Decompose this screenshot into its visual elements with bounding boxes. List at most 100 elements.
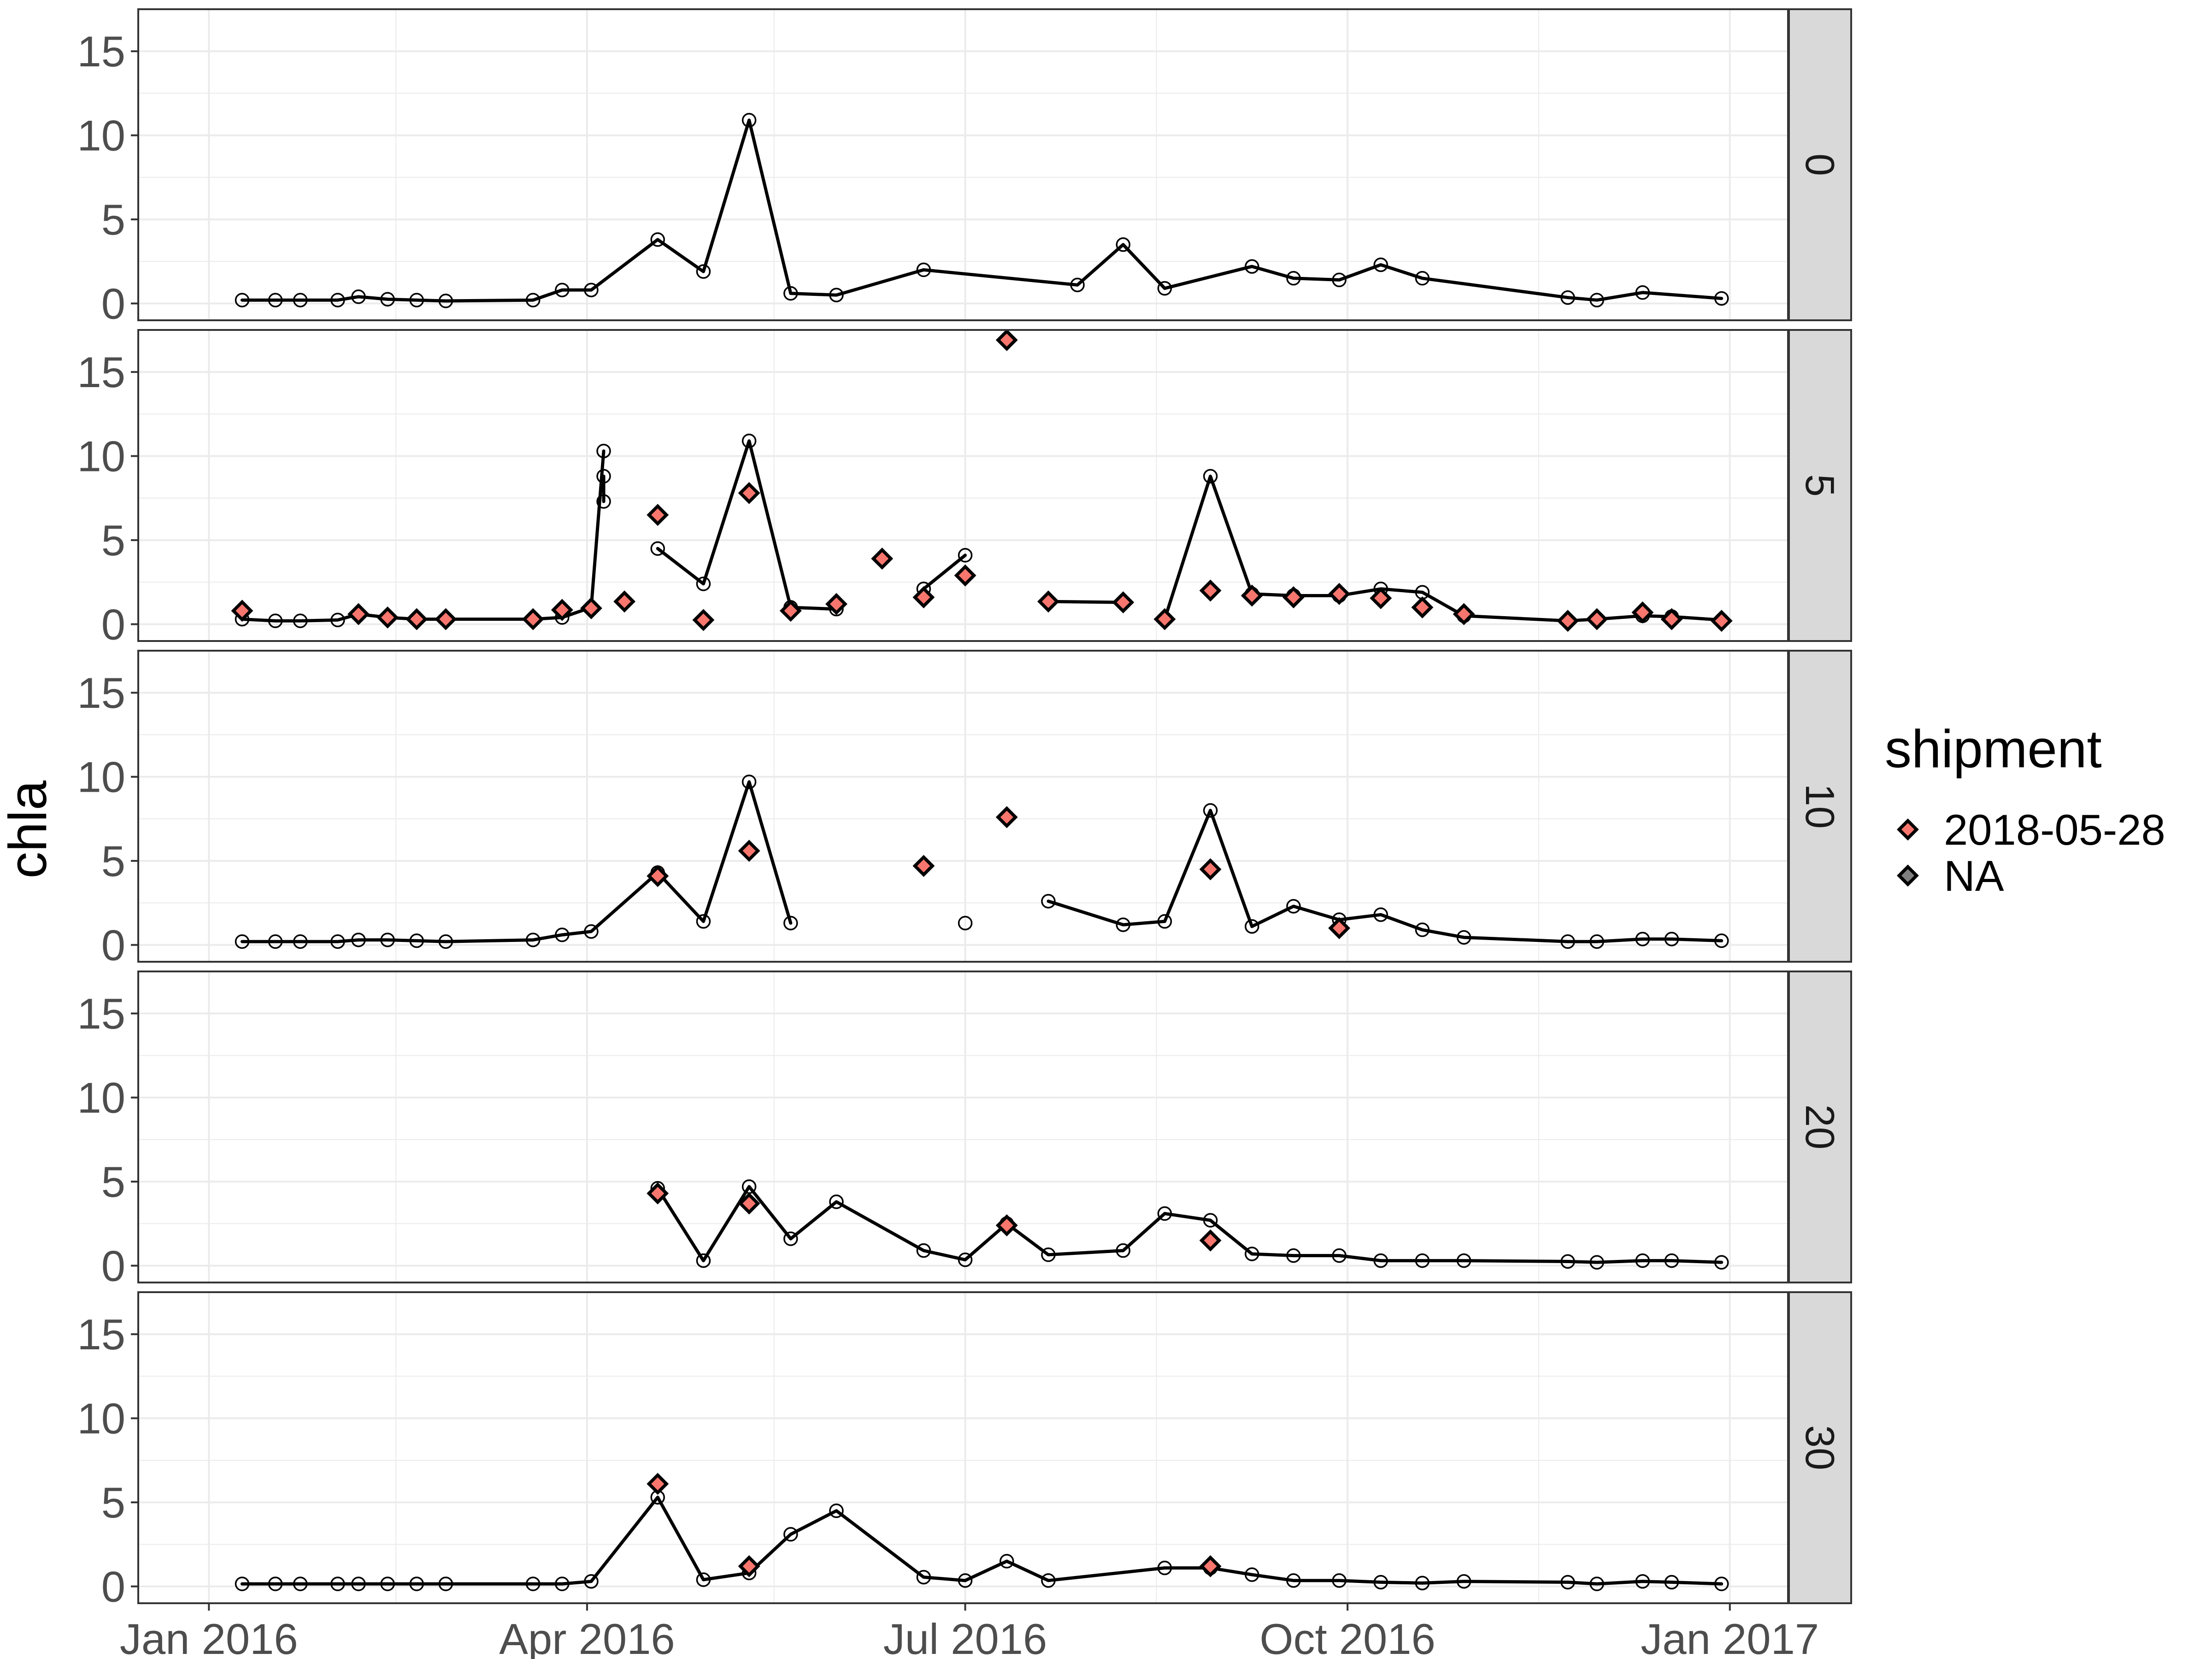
panel-5: 0 5 10 15 5	[77, 329, 1852, 649]
series-line	[240, 1495, 1724, 1586]
data-point-circle	[999, 1554, 1014, 1569]
y-tick-label: 0	[101, 1242, 125, 1290]
data-point-diamond	[912, 586, 935, 609]
data-point-diamond	[613, 590, 636, 613]
data-point-diamond	[231, 600, 253, 622]
data-point-circle	[268, 1577, 283, 1591]
data-point-diamond	[1328, 582, 1351, 605]
data-point-diamond	[647, 865, 669, 887]
data-point-diamond	[1199, 579, 1222, 602]
data-point-circle	[1244, 1247, 1259, 1261]
panel-data	[231, 330, 1733, 632]
data-point-circle	[829, 1194, 844, 1209]
legend-entry-label: 2018-05-28	[1944, 806, 2165, 854]
y-tick-label: 10	[77, 753, 125, 801]
data-point-circle	[438, 1577, 453, 1591]
data-point-circle	[1589, 1577, 1604, 1591]
data-point-circle	[555, 282, 570, 298]
data-point-circle	[1635, 1574, 1650, 1589]
y-tick-label: 10	[77, 112, 125, 160]
data-point-circle	[696, 1253, 711, 1268]
panel-data	[235, 113, 1729, 308]
data-point-circle	[293, 613, 308, 628]
data-point-diamond	[995, 1214, 1018, 1236]
data-point-circle	[596, 443, 611, 459]
data-point-circle	[525, 932, 541, 947]
data-point-diamond	[1199, 1229, 1222, 1252]
facet-strip	[1788, 971, 1852, 1283]
data-point-circle	[1373, 257, 1388, 272]
facet-strip-label: 5	[1797, 474, 1843, 497]
data-point-diamond	[580, 597, 602, 619]
data-point-circle	[783, 1231, 798, 1246]
y-tick-label: 0	[101, 1563, 125, 1611]
data-point-circle	[409, 293, 424, 307]
data-point-diamond	[1660, 608, 1683, 630]
data-point-circle	[380, 292, 395, 307]
legend-entry-label: NA	[1944, 852, 2004, 900]
data-point-circle	[741, 434, 757, 448]
panel-20: 0 5 10 15 20	[77, 971, 1852, 1290]
y-tick-label: 15	[77, 27, 125, 76]
data-point-circle	[783, 286, 798, 301]
data-point-circle	[409, 933, 424, 948]
data-point-circle	[293, 934, 308, 949]
data-point-circle	[1714, 291, 1729, 306]
data-point-diamond	[1241, 584, 1263, 607]
data-point-circle	[1332, 1248, 1347, 1263]
data-point-circle	[1714, 1255, 1729, 1270]
facet-strip-label: 10	[1797, 784, 1843, 829]
data-point-circle	[1415, 271, 1430, 286]
data-point-circle	[783, 1527, 798, 1542]
data-point-circle	[351, 1577, 366, 1591]
data-point-circle	[650, 541, 665, 556]
data-point-circle	[268, 293, 283, 307]
data-point-circle	[1116, 1243, 1130, 1258]
data-point-circle	[584, 282, 599, 298]
x-tick-label: Jul 2016	[883, 1615, 1047, 1659]
data-point-circle	[1244, 1567, 1259, 1582]
data-point-diamond	[1328, 917, 1351, 939]
data-point-diamond	[647, 1182, 669, 1205]
data-point-diamond	[779, 600, 802, 622]
data-point-circle	[696, 264, 711, 279]
data-point-diamond	[954, 564, 977, 587]
data-point-circle	[741, 113, 757, 128]
data-point-diamond	[995, 806, 1018, 829]
data-point-circle	[1560, 290, 1575, 305]
data-point-circle	[1157, 914, 1172, 929]
data-point-circle	[438, 934, 453, 949]
data-point-diamond	[551, 599, 573, 621]
panel-data	[235, 774, 1729, 949]
panel-0: 0 5 10 15 0	[77, 8, 1852, 328]
data-point-circle	[916, 1243, 931, 1258]
data-point-circle	[1203, 803, 1218, 818]
facet-strip	[1788, 1291, 1852, 1604]
data-point-circle	[235, 293, 250, 307]
x-tick-label: Jan 2016	[120, 1615, 298, 1659]
data-point-circle	[584, 924, 599, 939]
data-point-circle	[525, 293, 541, 307]
data-point-circle	[1286, 899, 1301, 914]
data-point-diamond	[522, 608, 544, 630]
data-point-circle	[330, 934, 345, 949]
panels-layer: 0 5 10 15 0 0 5 10 15 5 0 5 10 15 10 0 5 10 15 20 0 5 10 15 30	[77, 8, 1852, 1611]
data-point-circle	[1332, 1573, 1347, 1588]
data-point-circle	[330, 293, 345, 307]
data-point-circle	[1714, 1577, 1729, 1591]
data-point-circle	[1714, 933, 1729, 948]
data-point-circle	[1116, 237, 1130, 252]
data-point-circle	[650, 232, 665, 247]
data-point-circle	[235, 934, 250, 949]
data-point-circle	[1157, 1206, 1172, 1221]
data-point-circle	[1157, 281, 1172, 296]
data-point-diamond	[738, 1555, 760, 1577]
data-point-circle	[1116, 917, 1130, 932]
series-line	[1047, 600, 1125, 604]
data-point-circle	[696, 577, 711, 591]
x-axis: Jan 2016 Apr 2016 Jul 2016 Oct 2016 Jan 2017	[120, 1603, 1819, 1659]
data-point-diamond	[1557, 610, 1579, 632]
data-point-circle	[696, 914, 711, 929]
y-tick-label: 0	[101, 600, 125, 649]
